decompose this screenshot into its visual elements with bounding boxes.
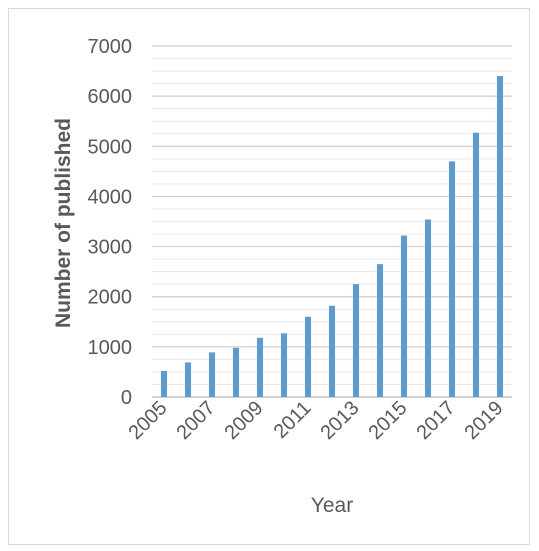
x-tick-label: 2013 [317,397,364,444]
x-tick-label: 2019 [461,397,508,444]
y-tick-label: 2000 [88,287,133,309]
bar-2013 [353,284,359,397]
bar-2017 [449,161,455,397]
bar-2016 [425,219,431,397]
bar-2014 [377,264,383,397]
bar-2018 [473,132,479,398]
bar-2006 [185,362,191,397]
y-tick-label: 5000 [88,136,133,158]
bar-2005 [161,370,167,397]
bar-2009 [257,337,263,397]
y-tick-label: 7000 [88,36,133,58]
bar-2010 [281,333,287,397]
x-axis-title: Year [311,494,353,517]
y-tick-label: 6000 [88,86,133,108]
y-tick-label: 1000 [88,337,133,359]
x-tick-label: 2017 [413,397,460,444]
y-axis-title: Number of published [52,118,75,328]
chart-frame [8,8,530,545]
x-tick-labels: 2005 2007 2009 2011 2013 2015 2017 2019 [125,397,508,444]
bar-2019 [497,76,503,397]
y-tick-label: 4000 [88,186,133,208]
x-tick-label: 2009 [221,397,268,444]
y-tick-labels: 0 1000 2000 3000 4000 5000 6000 7000 [88,36,133,409]
bar-2012 [329,305,335,397]
bar-2011 [305,316,311,397]
bar-2008 [233,347,239,397]
x-tick-label: 2007 [173,397,220,444]
y-tick-label: 0 [121,387,132,409]
x-tick-label: 2015 [365,397,412,444]
x-tick-label: 2011 [270,397,316,443]
bar-2007 [209,352,215,397]
y-tick-label: 3000 [88,237,133,259]
bars [161,76,503,398]
bar-2015 [401,235,407,397]
